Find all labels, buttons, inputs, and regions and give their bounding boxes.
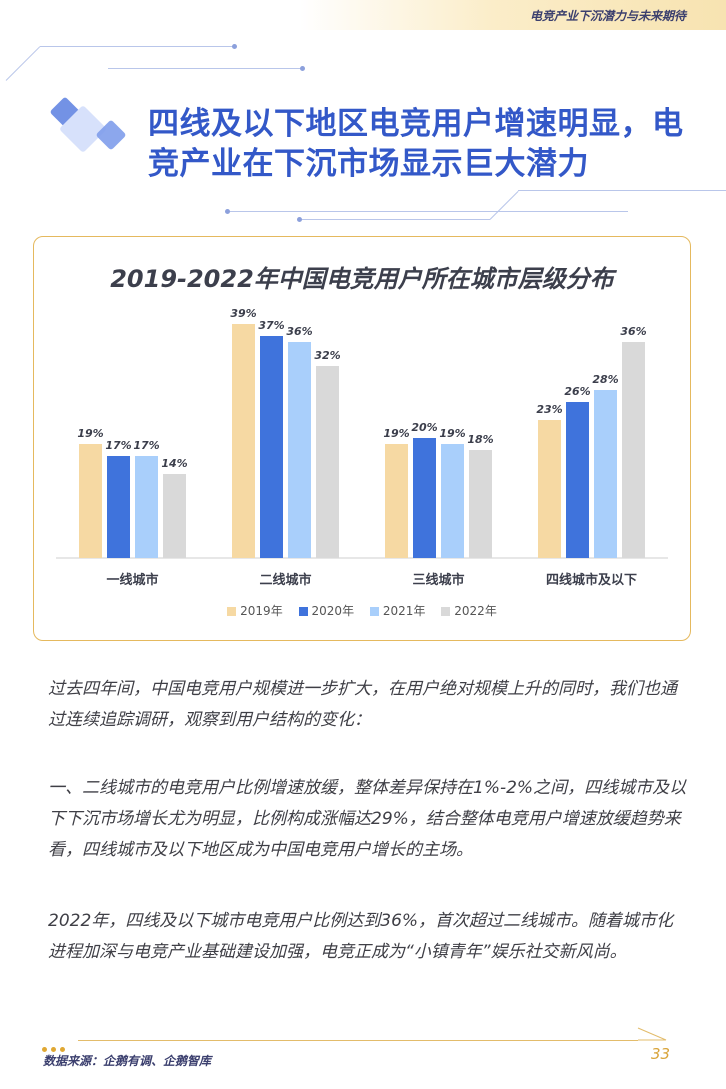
- decor-dot: [232, 44, 237, 49]
- decor-line: [489, 190, 519, 220]
- bar-4-1: [538, 420, 561, 558]
- data-label-3-1: 19%: [383, 427, 409, 440]
- footer-dots: [42, 1037, 69, 1056]
- page-number: 33: [651, 1045, 671, 1063]
- data-label-2-2: 37%: [258, 319, 284, 332]
- chart-title: 2019-2022年中国电竞用户所在城市层级分布: [110, 265, 614, 293]
- decor-dot: [297, 217, 302, 222]
- data-label-2-3: 36%: [286, 325, 312, 338]
- data-label-4-2: 26%: [564, 385, 590, 398]
- section-title: 电竞产业下沉潜力与未来期待: [529, 9, 686, 23]
- legend-item-2020: 2020年: [298, 602, 355, 619]
- page-title: 四线及以下地区电竞用户增速明显，电 竞产业在下沉市场显示巨大潜力: [148, 104, 708, 184]
- bar-1-3: [135, 456, 158, 558]
- legend-swatch-2022: [441, 607, 451, 616]
- header-band: [300, 0, 726, 30]
- data-label-1-1: 19%: [77, 427, 103, 440]
- bar-3-3: [441, 444, 464, 558]
- legend-item-2022: 2022年: [441, 602, 497, 619]
- decor-line: [300, 219, 490, 220]
- legend-swatch-2020: [298, 607, 308, 616]
- data-label-2-1: 39%: [230, 307, 256, 320]
- bar-2-4: [316, 366, 339, 558]
- decor-line: [40, 46, 235, 47]
- decor-dot: [300, 66, 305, 71]
- bar-1-1: [79, 444, 102, 558]
- chart-card: 2019-2022年中国电竞用户所在城市层级分布 19% 17% 17% 14% 一线城…: [33, 236, 691, 641]
- page-title-line-1: 四线及以下地区电竞用户增速明显，电: [148, 106, 684, 142]
- bar-4-2: [566, 402, 589, 558]
- bar-3-1: [385, 444, 408, 558]
- bar-1-4: [163, 474, 186, 558]
- data-label-4-3: 28%: [592, 373, 618, 386]
- body-paragraph-3: 2022年，四线及以下城市电竞用户比例达到36%，首次超过二线城市。随着城市化进…: [48, 911, 674, 962]
- data-label-1-3: 17%: [133, 439, 159, 452]
- category-label-4: 四线城市及以下: [546, 572, 637, 588]
- bar-3-2: [413, 438, 436, 558]
- bar-2-3: [288, 342, 311, 558]
- decor-dot: [225, 209, 230, 214]
- category-label-2: 二线城市: [259, 572, 311, 588]
- data-label-4-1: 23%: [536, 403, 562, 416]
- chart-legend: 2019年 2020年 2021年 2022年: [34, 602, 690, 619]
- legend-label-2020: 2020年: [311, 604, 355, 618]
- body-paragraph-1: 过去四年间，中国电竞用户规模进一步扩大，在用户绝对规模上升的同时，我们也通过连续…: [48, 679, 677, 730]
- page-title-line-2: 竞产业在下沉市场显示巨大潜力: [148, 146, 589, 182]
- bar-1-2: [107, 456, 130, 558]
- data-label-4-4: 36%: [620, 325, 646, 338]
- data-label-3-2: 20%: [411, 421, 437, 434]
- body-paragraph-2: 一、二线城市的电竞用户比例增速放缓，整体差异保持在1%-2%之间，四线城市及以下…: [48, 778, 687, 860]
- decor-line: [518, 190, 726, 191]
- legend-swatch-2019: [227, 607, 237, 616]
- legend-label-2019: 2019年: [240, 604, 283, 618]
- footer-line: [78, 1040, 638, 1041]
- data-label-3-4: 18%: [467, 433, 493, 446]
- category-label-1: 一线城市: [106, 572, 158, 588]
- bar-2-1: [232, 324, 255, 558]
- decor-line: [5, 46, 41, 81]
- data-label-1-4: 14%: [161, 457, 187, 470]
- data-label-2-4: 32%: [314, 349, 340, 362]
- bar-4-3: [594, 390, 617, 558]
- data-label-1-2: 17%: [105, 439, 131, 452]
- decor-line: [108, 68, 303, 69]
- decor-line: [228, 211, 628, 212]
- data-label-3-3: 19%: [439, 427, 465, 440]
- category-label-3: 三线城市: [412, 572, 464, 588]
- legend-swatch-2021: [369, 607, 379, 616]
- data-source: 数据来源：企鹅有调、企鹅智库: [43, 1054, 212, 1068]
- footer-arrow-icon: [637, 1027, 667, 1041]
- legend-item-2019: 2019年: [227, 602, 283, 619]
- legend-item-2021: 2021年: [369, 602, 426, 619]
- legend-label-2021: 2021年: [382, 604, 426, 618]
- legend-label-2022: 2022年: [454, 604, 497, 618]
- bar-2-2: [260, 336, 283, 558]
- bar-4-4: [622, 342, 645, 558]
- bar-3-4: [469, 450, 492, 558]
